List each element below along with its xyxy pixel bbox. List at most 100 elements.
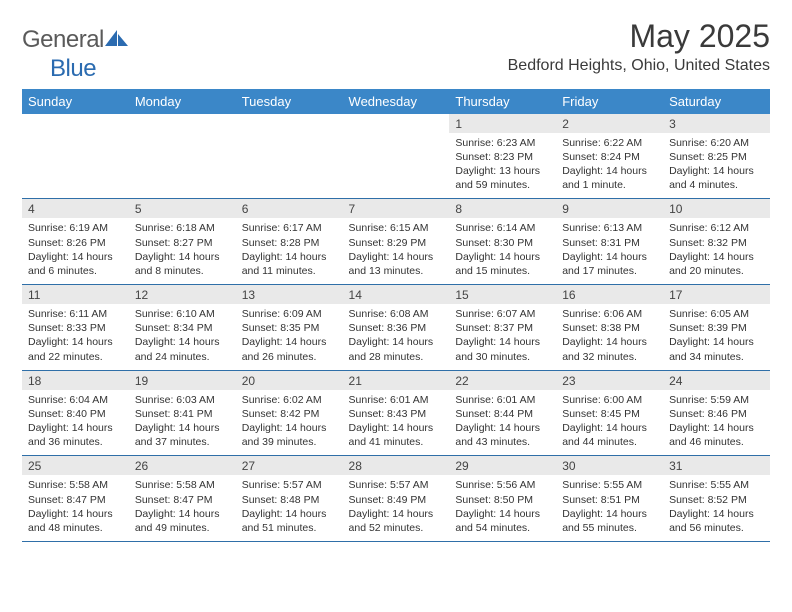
sunset-line: Sunset: 8:43 PM: [349, 407, 444, 421]
sunset-line: Sunset: 8:31 PM: [562, 236, 657, 250]
day-number-cell: 15: [449, 285, 556, 305]
daylight-line: Daylight: 14 hours and 20 minutes.: [669, 250, 764, 278]
weekday-header-row: Sunday Monday Tuesday Wednesday Thursday…: [22, 89, 770, 114]
day-content-cell: Sunrise: 5:55 AMSunset: 8:51 PMDaylight:…: [556, 475, 663, 541]
sunset-line: Sunset: 8:45 PM: [562, 407, 657, 421]
daylight-line: Daylight: 14 hours and 28 minutes.: [349, 335, 444, 363]
daylight-line: Daylight: 14 hours and 1 minute.: [562, 164, 657, 192]
daylight-line: Daylight: 14 hours and 44 minutes.: [562, 421, 657, 449]
sunrise-line: Sunrise: 6:09 AM: [242, 307, 337, 321]
day-number-cell: 24: [663, 370, 770, 390]
daylight-line: Daylight: 14 hours and 49 minutes.: [135, 507, 230, 535]
daylight-line: Daylight: 14 hours and 30 minutes.: [455, 335, 550, 363]
daylight-line: Daylight: 14 hours and 8 minutes.: [135, 250, 230, 278]
day-content-cell: Sunrise: 6:18 AMSunset: 8:27 PMDaylight:…: [129, 218, 236, 284]
day-number-cell: 4: [22, 199, 129, 219]
daylight-line: Daylight: 14 hours and 13 minutes.: [349, 250, 444, 278]
daylight-line: Daylight: 14 hours and 46 minutes.: [669, 421, 764, 449]
brand-sail-icon: [104, 27, 130, 55]
sunrise-line: Sunrise: 6:08 AM: [349, 307, 444, 321]
sunset-line: Sunset: 8:25 PM: [669, 150, 764, 164]
day-number-cell: [343, 114, 450, 133]
sunset-line: Sunset: 8:36 PM: [349, 321, 444, 335]
daynum-row: 45678910: [22, 199, 770, 219]
day-number-cell: 26: [129, 456, 236, 476]
sunset-line: Sunset: 8:26 PM: [28, 236, 123, 250]
sunrise-line: Sunrise: 6:22 AM: [562, 136, 657, 150]
daylight-line: Daylight: 14 hours and 52 minutes.: [349, 507, 444, 535]
day-number-cell: 5: [129, 199, 236, 219]
daylight-line: Daylight: 14 hours and 15 minutes.: [455, 250, 550, 278]
day-number-cell: 7: [343, 199, 450, 219]
daynum-row: 25262728293031: [22, 456, 770, 476]
sunset-line: Sunset: 8:42 PM: [242, 407, 337, 421]
sunrise-line: Sunrise: 5:57 AM: [349, 478, 444, 492]
daylight-line: Daylight: 14 hours and 26 minutes.: [242, 335, 337, 363]
daylight-line: Daylight: 14 hours and 41 minutes.: [349, 421, 444, 449]
sunset-line: Sunset: 8:30 PM: [455, 236, 550, 250]
day-content-cell: Sunrise: 5:57 AMSunset: 8:49 PMDaylight:…: [343, 475, 450, 541]
brand-text2: Blue: [50, 55, 96, 82]
sunrise-line: Sunrise: 5:57 AM: [242, 478, 337, 492]
day-content-cell: Sunrise: 6:09 AMSunset: 8:35 PMDaylight:…: [236, 304, 343, 370]
day-number-cell: 29: [449, 456, 556, 476]
sunset-line: Sunset: 8:46 PM: [669, 407, 764, 421]
sunrise-line: Sunrise: 6:19 AM: [28, 221, 123, 235]
sunrise-line: Sunrise: 5:55 AM: [669, 478, 764, 492]
day-content-cell: [343, 133, 450, 199]
day-content-cell: [236, 133, 343, 199]
day-content-cell: Sunrise: 6:17 AMSunset: 8:28 PMDaylight:…: [236, 218, 343, 284]
weekday-header: Monday: [129, 89, 236, 114]
sunrise-line: Sunrise: 5:58 AM: [135, 478, 230, 492]
day-number-cell: [22, 114, 129, 133]
daynum-row: 11121314151617: [22, 285, 770, 305]
day-number-cell: 18: [22, 370, 129, 390]
day-content-cell: Sunrise: 6:15 AMSunset: 8:29 PMDaylight:…: [343, 218, 450, 284]
month-title: May 2025: [508, 18, 770, 55]
content-row: Sunrise: 6:23 AMSunset: 8:23 PMDaylight:…: [22, 133, 770, 199]
day-number-cell: 25: [22, 456, 129, 476]
sunset-line: Sunset: 8:29 PM: [349, 236, 444, 250]
sunset-line: Sunset: 8:32 PM: [669, 236, 764, 250]
weekday-header: Thursday: [449, 89, 556, 114]
brand-text1: General: [22, 26, 104, 53]
daylight-line: Daylight: 14 hours and 4 minutes.: [669, 164, 764, 192]
sunrise-line: Sunrise: 5:56 AM: [455, 478, 550, 492]
day-number-cell: 8: [449, 199, 556, 219]
day-number-cell: 27: [236, 456, 343, 476]
sunrise-line: Sunrise: 6:14 AM: [455, 221, 550, 235]
daylight-line: Daylight: 14 hours and 39 minutes.: [242, 421, 337, 449]
weekday-header: Friday: [556, 89, 663, 114]
daynum-row: 123: [22, 114, 770, 133]
sunset-line: Sunset: 8:38 PM: [562, 321, 657, 335]
day-number-cell: 20: [236, 370, 343, 390]
sunset-line: Sunset: 8:50 PM: [455, 493, 550, 507]
day-content-cell: Sunrise: 6:20 AMSunset: 8:25 PMDaylight:…: [663, 133, 770, 199]
day-number-cell: 3: [663, 114, 770, 133]
sunrise-line: Sunrise: 6:11 AM: [28, 307, 123, 321]
daylight-line: Daylight: 14 hours and 24 minutes.: [135, 335, 230, 363]
sunset-line: Sunset: 8:44 PM: [455, 407, 550, 421]
day-number-cell: 2: [556, 114, 663, 133]
sunrise-line: Sunrise: 6:01 AM: [455, 393, 550, 407]
day-number-cell: 16: [556, 285, 663, 305]
sunset-line: Sunset: 8:23 PM: [455, 150, 550, 164]
daylight-line: Daylight: 14 hours and 22 minutes.: [28, 335, 123, 363]
sunrise-line: Sunrise: 6:00 AM: [562, 393, 657, 407]
day-number-cell: 1: [449, 114, 556, 133]
daylight-line: Daylight: 14 hours and 56 minutes.: [669, 507, 764, 535]
day-number-cell: 13: [236, 285, 343, 305]
sunset-line: Sunset: 8:49 PM: [349, 493, 444, 507]
sunrise-line: Sunrise: 6:05 AM: [669, 307, 764, 321]
day-content-cell: Sunrise: 6:19 AMSunset: 8:26 PMDaylight:…: [22, 218, 129, 284]
day-content-cell: Sunrise: 6:03 AMSunset: 8:41 PMDaylight:…: [129, 390, 236, 456]
sunset-line: Sunset: 8:51 PM: [562, 493, 657, 507]
content-row: Sunrise: 6:19 AMSunset: 8:26 PM Daylight:…: [22, 218, 770, 284]
daylight-line: Daylight: 14 hours and 51 minutes.: [242, 507, 337, 535]
day-content-cell: Sunrise: 6:01 AMSunset: 8:43 PMDaylight:…: [343, 390, 450, 456]
day-number-cell: 28: [343, 456, 450, 476]
day-number-cell: 21: [343, 370, 450, 390]
day-content-cell: Sunrise: 5:58 AMSunset: 8:47 PMDaylight:…: [22, 475, 129, 541]
day-content-cell: Sunrise: 5:59 AMSunset: 8:46 PMDaylight:…: [663, 390, 770, 456]
daylight-line: Daylight: 14 hours and 36 minutes.: [28, 421, 123, 449]
